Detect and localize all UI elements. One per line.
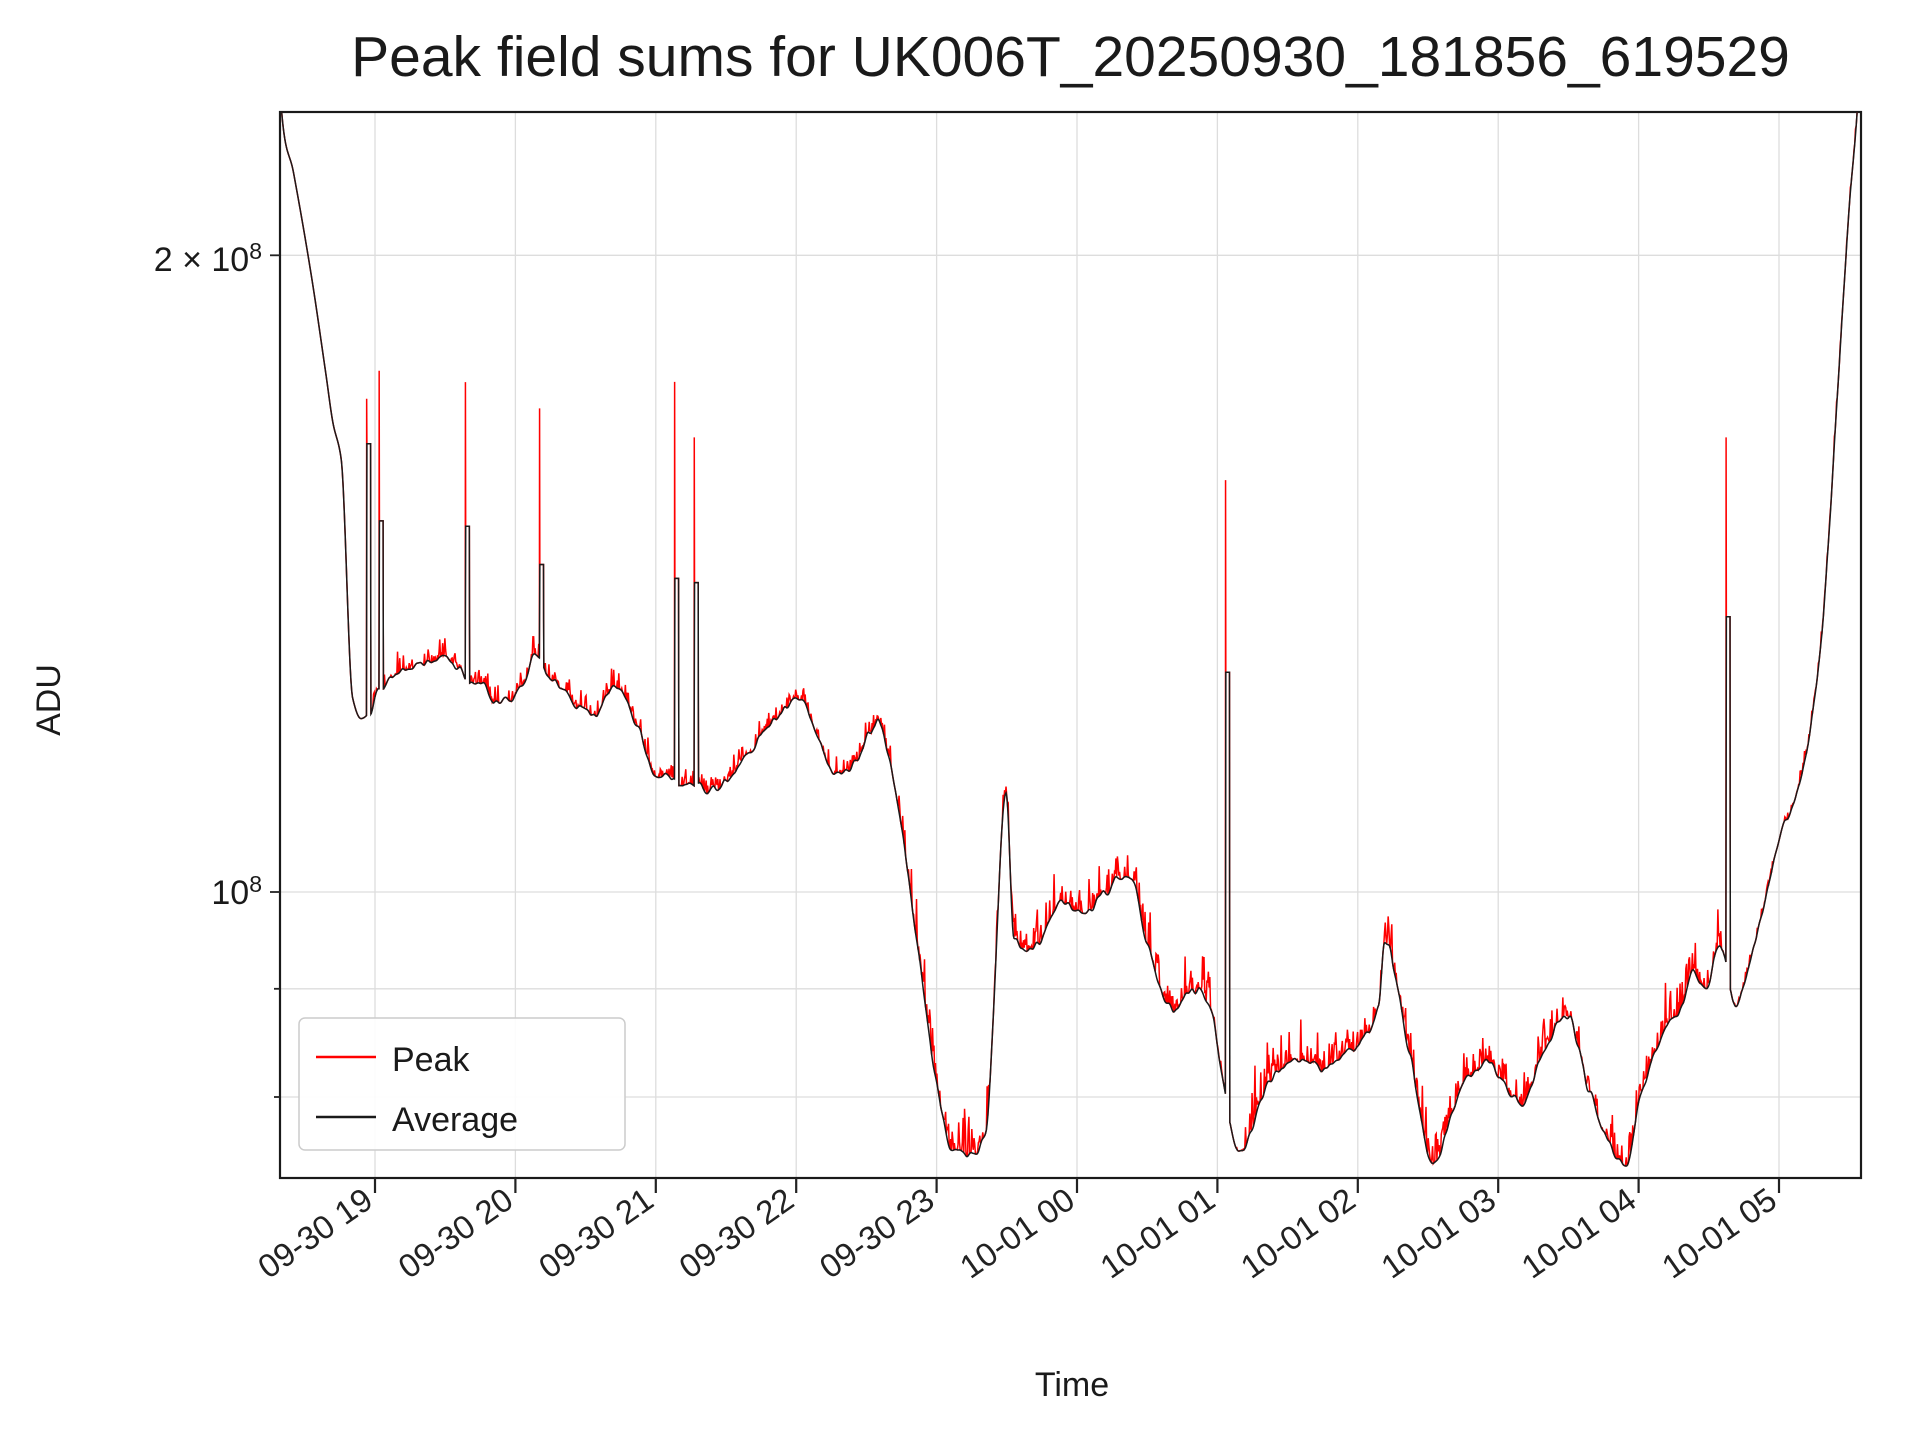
svg-text:09-30 19: 09-30 19 bbox=[251, 1180, 379, 1285]
svg-text:10-01 02: 10-01 02 bbox=[1234, 1180, 1362, 1285]
svg-text:2 × 108: 2 × 108 bbox=[154, 238, 262, 279]
svg-text:Peak: Peak bbox=[392, 1041, 470, 1079]
svg-text:Average: Average bbox=[392, 1101, 518, 1139]
svg-text:108: 108 bbox=[211, 871, 262, 912]
svg-text:10-01 05: 10-01 05 bbox=[1655, 1180, 1783, 1285]
svg-text:10-01 04: 10-01 04 bbox=[1515, 1180, 1643, 1285]
svg-text:09-30 20: 09-30 20 bbox=[391, 1180, 519, 1285]
svg-text:Time: Time bbox=[1035, 1366, 1109, 1404]
svg-text:10-01 03: 10-01 03 bbox=[1374, 1180, 1502, 1285]
svg-text:09-30 22: 09-30 22 bbox=[672, 1180, 800, 1285]
svg-text:09-30 21: 09-30 21 bbox=[532, 1180, 660, 1285]
svg-text:ADU: ADU bbox=[30, 664, 68, 736]
svg-text:09-30 23: 09-30 23 bbox=[813, 1180, 941, 1285]
svg-text:10-01 00: 10-01 00 bbox=[953, 1180, 1081, 1285]
svg-text:10-01 01: 10-01 01 bbox=[1093, 1180, 1221, 1285]
